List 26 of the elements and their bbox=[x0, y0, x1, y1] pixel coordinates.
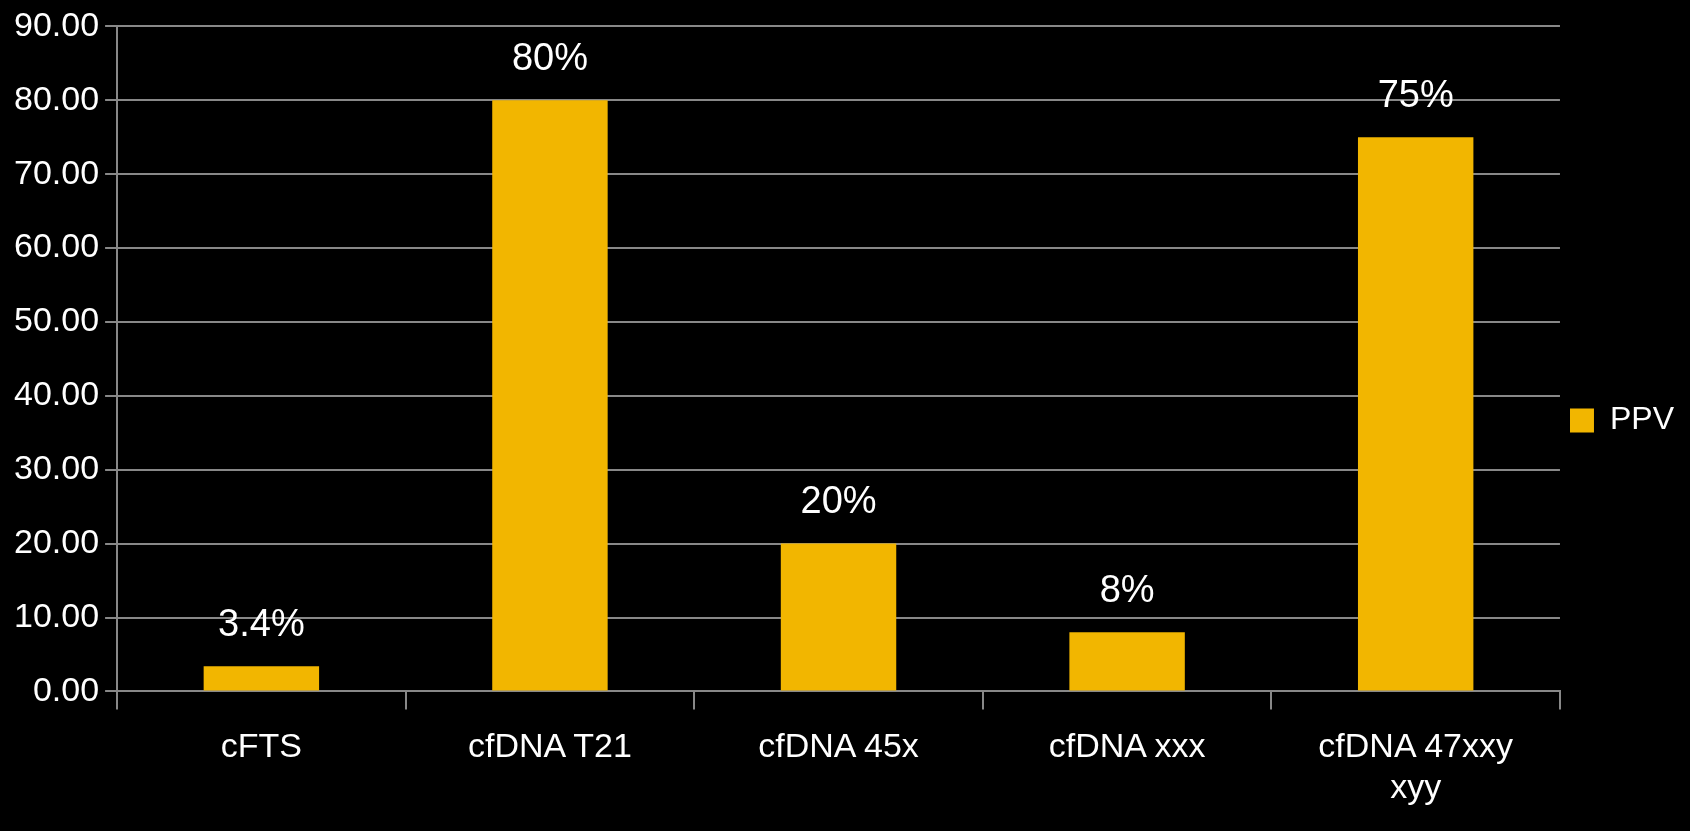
x-tick-label: cfDNA T21 bbox=[468, 726, 632, 765]
bar bbox=[780, 543, 897, 691]
x-tick-label: cfDNA xxx bbox=[1048, 726, 1206, 765]
y-tick-label: 0.00 bbox=[32, 669, 100, 708]
data-label: 3.4% bbox=[218, 601, 305, 644]
bar bbox=[492, 100, 608, 691]
y-tick-label: 80.00 bbox=[13, 78, 100, 117]
data-label: 80% bbox=[511, 35, 588, 78]
data-label: 20% bbox=[800, 479, 877, 522]
y-tick-label: 20.00 bbox=[13, 522, 100, 560]
legend-label: PPV bbox=[1609, 400, 1675, 437]
y-tick-label: 50.00 bbox=[13, 300, 100, 339]
data-label: 8% bbox=[1099, 567, 1155, 610]
x-tick-label: cfDNA 45x bbox=[758, 726, 919, 765]
y-tick-label: 30.00 bbox=[13, 448, 100, 487]
y-tick-label: 90.00 bbox=[13, 4, 100, 43]
bar bbox=[203, 666, 320, 691]
x-tick-label: cfDNA 47xxy xyy bbox=[1318, 726, 1513, 805]
x-tick-label: cFTS bbox=[220, 726, 302, 765]
y-tick-label: 10.00 bbox=[13, 595, 100, 634]
y-tick-label: 60.00 bbox=[13, 226, 100, 265]
y-tick-label: 70.00 bbox=[13, 152, 100, 191]
data-label: 75% bbox=[1377, 72, 1454, 115]
y-tick-label: 40.00 bbox=[13, 374, 100, 413]
bar bbox=[1357, 137, 1474, 691]
bar bbox=[1069, 632, 1185, 691]
